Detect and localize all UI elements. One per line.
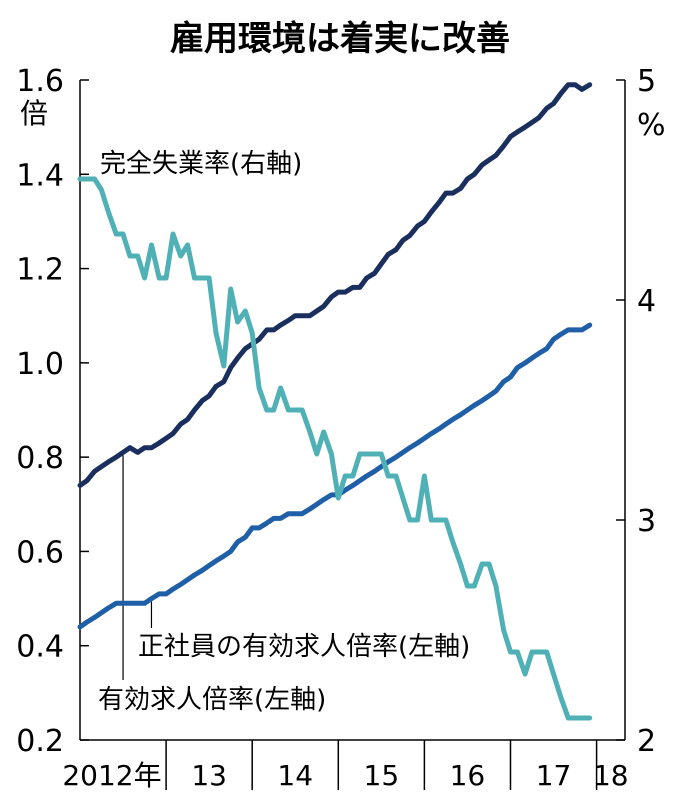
series-job-offer-ratio	[77, 82, 593, 488]
plot-frame	[79, 80, 626, 741]
right-axis-unit: %	[637, 108, 666, 143]
left-tick-label: 1.6	[16, 64, 64, 99]
left-tick-label: 0.4	[16, 630, 64, 665]
right-axis-ticks: 2 3 4 5	[616, 64, 656, 759]
left-tick-label: 0.6	[16, 535, 64, 570]
chart-title: 雇用環境は着実に改善	[170, 19, 510, 59]
x-tick-label: 14	[277, 759, 313, 792]
annotation-job-offer-ratio: 有効求人倍率(左軸)	[98, 685, 326, 715]
x-tick-label: 15	[364, 759, 400, 792]
left-axis-ticks: 0.2 0.4 0.6 0.8 1.0 1.2 1.4 1.6	[16, 64, 89, 759]
left-tick-label: 0.8	[16, 441, 64, 476]
series-lines	[77, 82, 593, 721]
annotation-unemployment: 完全失業率(右軸)	[100, 149, 302, 179]
left-tick-label: 1.4	[16, 158, 64, 193]
right-tick-label: 4	[637, 284, 656, 319]
left-tick-label: 0.2	[16, 724, 64, 759]
right-tick-label: 5	[637, 64, 656, 99]
x-axis-ticks: 2012年 13 14 15 16 17 18	[62, 740, 629, 792]
x-tick-label: 16	[450, 759, 486, 792]
left-tick-label: 1.0	[16, 347, 64, 382]
series-unemployment-rate	[77, 176, 593, 721]
label-leader-lines	[122, 455, 153, 680]
right-tick-label: 3	[637, 504, 656, 539]
x-tick-label: 17	[536, 759, 572, 792]
left-axis-unit: 倍	[20, 97, 48, 130]
left-tick-label: 1.2	[16, 253, 64, 288]
right-tick-label: 2	[637, 724, 656, 759]
x-tick-label: 2012年	[62, 759, 161, 792]
x-tick-label: 18	[593, 759, 629, 792]
x-tick-label: 13	[191, 759, 227, 792]
annotation-regular-employee-ratio: 正社員の有効求人倍率(左軸)	[138, 632, 470, 662]
series-regular-employee-ratio	[77, 322, 593, 630]
